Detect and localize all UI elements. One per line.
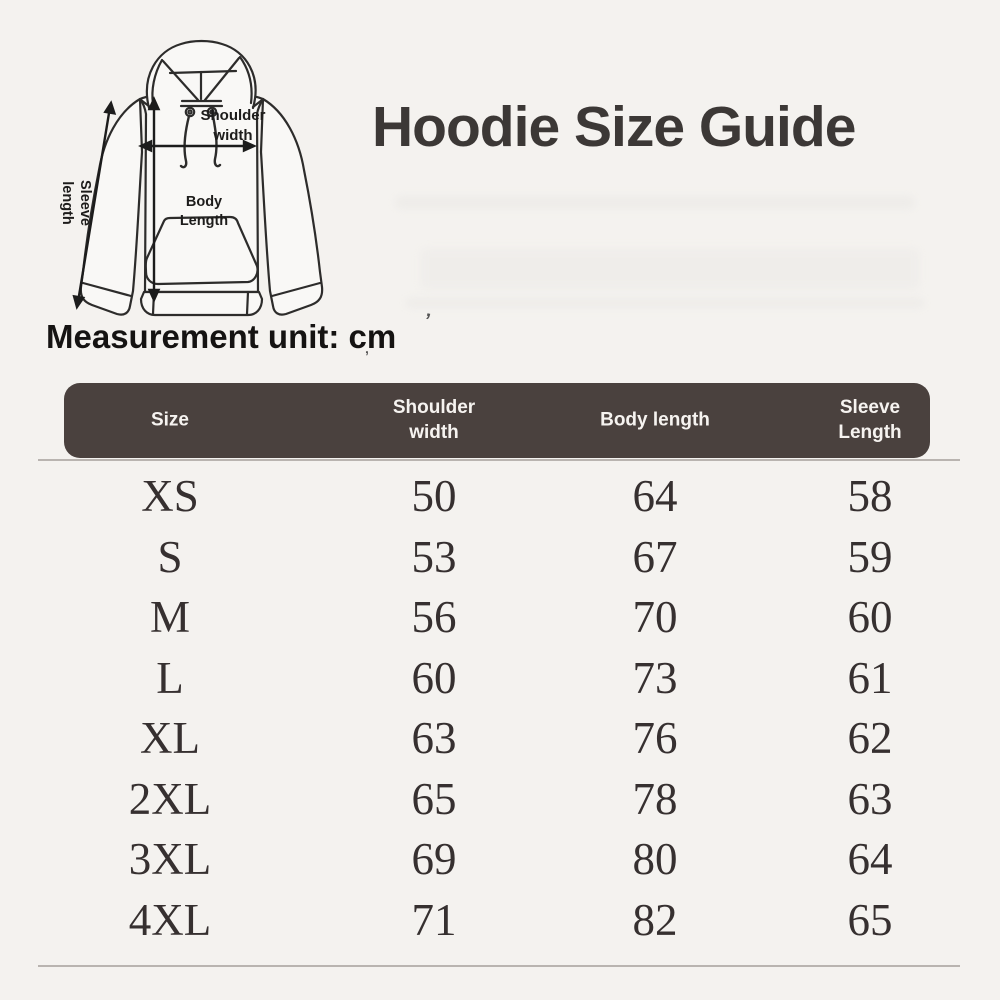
table-cell: 63 xyxy=(411,713,457,764)
table-cell: L xyxy=(156,652,184,703)
header-cell-sleeve-length: Sleeve Length xyxy=(838,395,901,445)
scan-ghost-artifact xyxy=(420,248,920,290)
sleeve-length-arrow xyxy=(72,100,117,310)
table-cell: XL xyxy=(140,713,200,764)
header-shoulder-line1: Shoulder xyxy=(392,396,476,418)
table-cell: 4XL xyxy=(128,894,212,945)
table-cell: 59 xyxy=(847,531,893,582)
hood-v-right xyxy=(203,56,241,102)
table-cell: 2XL xyxy=(128,773,212,824)
table-cell: 69 xyxy=(411,834,457,885)
scan-ghost-artifact xyxy=(405,298,925,308)
table-cell: 58 xyxy=(847,471,893,522)
hood-rim-right xyxy=(238,55,253,105)
table-cell: 65 xyxy=(411,773,457,824)
left-cuff-seam xyxy=(81,281,133,298)
body-length-arrow xyxy=(147,96,161,303)
shoulder-width-label-line1: Shoulder xyxy=(200,107,266,124)
pocket xyxy=(144,215,259,286)
sleeve-length-label: Sleeve length xyxy=(55,157,97,249)
table-cell: 76 xyxy=(632,713,678,764)
column-size: XS S M L XL 2XL 3XL 4XL xyxy=(70,466,270,950)
hood-shoulder-join-left xyxy=(139,98,152,109)
table-cell: 50 xyxy=(411,471,457,522)
table-cell: 53 xyxy=(411,531,457,582)
table-cell: 56 xyxy=(411,592,457,643)
eyelet-left xyxy=(184,106,196,118)
scan-ghost-artifact xyxy=(395,196,915,209)
table-bottom-line xyxy=(38,965,960,967)
drawstring-right xyxy=(211,114,222,168)
table-cell: 64 xyxy=(847,834,893,885)
hood-inner-seam-horizontal xyxy=(168,69,238,75)
right-cuff-seam xyxy=(270,281,322,298)
table-cell: 67 xyxy=(632,531,678,582)
hood-outline xyxy=(145,39,257,110)
sleeve-length-label-line1: Sleeve xyxy=(77,180,94,226)
table-cell: 70 xyxy=(632,592,678,643)
table-cell: XS xyxy=(141,471,199,522)
hood-shoulder-join-right xyxy=(251,98,264,109)
drawstring-left xyxy=(179,114,191,169)
header-body-text: Body length xyxy=(600,409,710,431)
table-cell: S xyxy=(157,531,183,582)
table-cell: 63 xyxy=(847,773,893,824)
table-cell: 71 xyxy=(411,894,457,945)
body-length-label: Body Length xyxy=(179,194,229,229)
scan-speck-artifact: ‚ xyxy=(365,340,369,356)
table-cell: M xyxy=(149,592,190,643)
sleeve-length-label-line2: length xyxy=(59,181,75,225)
page-title: Hoodie Size Guide xyxy=(372,95,856,159)
header-shoulder-line2: width xyxy=(409,422,459,443)
column-sleeve-length: 58 59 60 61 62 63 64 65 xyxy=(770,466,970,950)
eyelet-right-hole xyxy=(209,109,215,115)
shoulder-width-arrow xyxy=(138,139,257,153)
measurement-unit-note: Measurement unit: cm xyxy=(46,318,397,355)
table-cell: 78 xyxy=(632,773,678,824)
column-body-length: 64 67 70 73 76 78 80 82 xyxy=(555,466,755,950)
shoulder-width-label-line2: width xyxy=(213,126,253,144)
table-cell: 65 xyxy=(847,894,893,945)
scan-speck-artifact: ’ xyxy=(421,309,433,333)
header-divider-line xyxy=(38,459,960,461)
table-header-bar xyxy=(64,383,930,458)
header-sleeve-line1: Sleeve xyxy=(839,396,901,418)
table-cell: 64 xyxy=(632,471,678,522)
header-cell-shoulder-width: Shoulder width xyxy=(393,395,475,445)
table-cell: 73 xyxy=(632,652,678,703)
right-sleeve xyxy=(259,97,324,316)
eyelet-left-hole xyxy=(187,109,193,115)
header-sleeve-line2: Length xyxy=(838,422,902,443)
hood-v-left xyxy=(161,59,200,102)
table-cell: 60 xyxy=(847,592,893,643)
table-cell: 60 xyxy=(411,652,457,703)
table-cell: 61 xyxy=(847,652,893,703)
table-cell: 80 xyxy=(632,834,678,885)
shoulder-width-label: Shoulder width xyxy=(195,106,271,145)
header-cell-body-length: Body length xyxy=(600,407,710,432)
hem-band xyxy=(139,290,264,317)
header-size-text: Size xyxy=(150,409,190,431)
hoodie-diagram xyxy=(72,39,324,317)
table-cell: 3XL xyxy=(128,834,212,885)
table-cell: 82 xyxy=(632,894,678,945)
header-cell-size: Size xyxy=(151,407,189,432)
hem-seam-right xyxy=(245,290,250,316)
table-cell: 62 xyxy=(847,713,893,764)
column-shoulder-width: 50 53 56 60 63 65 69 71 xyxy=(334,466,534,950)
